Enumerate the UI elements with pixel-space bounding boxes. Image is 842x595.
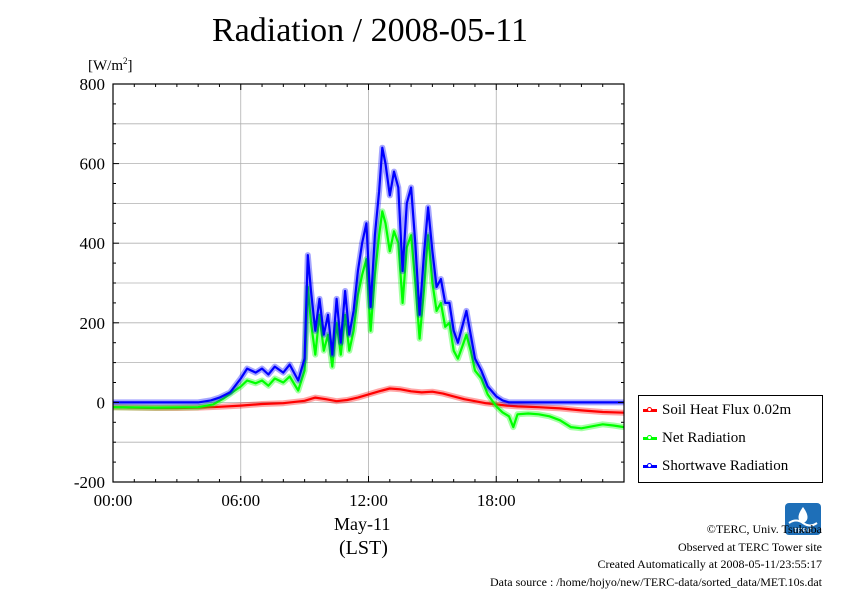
footer-copyright: ©TERC, Univ. Tsukuba [706,522,822,536]
footer-created: Created Automatically at 2008-05-11/23:5… [597,557,822,571]
footer-site: Observed at TERC Tower site [677,539,822,554]
legend-swatch-blue [643,462,657,468]
legend-label: Net Radiation [662,429,746,446]
legend-item-shortwave-radiation: Shortwave Radiation [639,452,822,480]
legend-swatch-green [643,434,657,440]
y-tick-label: 800 [80,75,106,94]
legend-label: Shortwave Radiation [662,457,789,474]
logo-text: TERC [793,528,812,535]
y-tick-label: 400 [80,234,106,253]
legend-swatch-red [643,406,657,412]
chart-series [112,144,625,432]
y-axis: -200 0 200 400 600 800 [74,75,624,492]
y-tick-label: 0 [97,393,106,412]
y-axis-unit: [W/m2] [88,56,133,74]
footer-data-source: Data source : /home/hojyo/new/TERC-data/… [489,574,822,589]
x-axis-timezone-label: (LST) [339,537,388,559]
legend-item-net-radiation: Net Radiation [639,424,822,452]
series-line [112,387,625,414]
series-line [112,210,625,430]
x-axis: 00:00 06:00 12:00 18:00 [94,84,625,510]
y-tick-label: 600 [80,155,106,174]
legend-label: Soil Heat Flux 0.02m [662,401,792,418]
x-axis-date-label: May-11 [334,514,391,534]
x-tick-label: 00:00 [94,491,133,510]
x-tick-label: 18:00 [477,491,516,510]
x-tick-label: 06:00 [221,491,260,510]
footer-credits: ©TERC, Univ. Tsukuba Observed at TERC To… [490,521,822,591]
legend: Soil Heat Flux 0.02m Net Radiation Short… [638,395,823,483]
legend-item-soil-heat-flux: Soil Heat Flux 0.02m [639,396,822,424]
y-tick-label: -200 [74,473,105,492]
chart-title: Radiation / 2008-05-11 [211,12,529,49]
y-tick-label: 200 [80,314,106,333]
terc-logo-icon: TERC [785,503,821,535]
series-line [113,146,624,404]
x-tick-label: 12:00 [349,491,388,510]
